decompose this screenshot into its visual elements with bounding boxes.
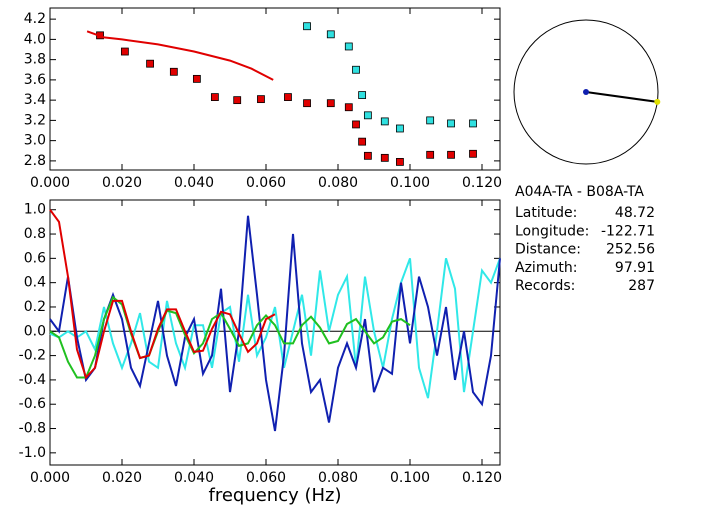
x-tick-label: 0.120 (462, 175, 502, 191)
y-tick-label: 4.2 (24, 11, 46, 27)
y-tick-label: 4.0 (24, 31, 46, 47)
station-pair: A04A-TA - B08A-TA (515, 184, 644, 200)
marker (352, 120, 360, 129)
marker (380, 117, 389, 126)
y-tick-label: 0.4 (24, 275, 46, 291)
marker (358, 91, 367, 99)
x-tick-label: 0.040 (174, 175, 214, 191)
x-tick-label: 0.080 (318, 470, 358, 486)
marker (146, 59, 154, 68)
marker (326, 30, 335, 39)
top-plot-frame (49, 7, 501, 171)
x-tick-label: 0.000 (30, 175, 70, 191)
info-label: Latitude: (515, 205, 577, 221)
marker (326, 99, 335, 108)
y-tick-label: -0.6 (19, 396, 46, 412)
marker (169, 67, 178, 76)
x-tick-label: 0.020 (102, 175, 142, 191)
y-tick-label: 3.2 (24, 112, 46, 128)
x-tick-label: 0.100 (390, 470, 430, 486)
azimuth-line (585, 91, 658, 103)
marker (447, 150, 455, 159)
y-tick-label: -0.4 (19, 372, 46, 388)
marker (257, 95, 265, 104)
y-tick-label: 0.8 (24, 226, 46, 242)
y-tick-label: 3.6 (24, 72, 46, 88)
marker (426, 116, 435, 125)
marker (358, 137, 367, 146)
x-axis-label: frequency (Hz) (208, 485, 341, 506)
x-tick-label: 0.060 (246, 470, 286, 486)
info-value: -122.71 (601, 223, 655, 239)
y-tick-label: 2.8 (24, 153, 46, 169)
marker (396, 157, 404, 166)
marker (344, 42, 353, 51)
y-tick-label: -1.0 (19, 445, 46, 461)
y-tick-label: 0.6 (24, 250, 46, 266)
info-label: Longitude: (515, 223, 589, 239)
x-tick-label: 0.040 (174, 470, 214, 486)
info-label: Azimuth: (515, 260, 577, 276)
marker (284, 93, 292, 101)
marker (303, 22, 311, 31)
x-tick-label: 0.080 (318, 175, 358, 191)
y-tick-label: 3.8 (24, 52, 46, 68)
y-tick-label: 3.0 (24, 133, 46, 149)
marker (352, 65, 360, 74)
marker (344, 103, 353, 112)
info-value: 97.91 (615, 260, 655, 276)
marker (447, 119, 455, 128)
marker (120, 47, 129, 56)
marker (396, 124, 404, 133)
x-tick-label: 0.060 (246, 175, 286, 191)
x-tick-label: 0.020 (102, 470, 142, 486)
marker (233, 96, 242, 105)
y-tick-label: 1.0 (24, 202, 46, 218)
info-value: 252.56 (606, 242, 655, 258)
info-label: Records: (515, 278, 575, 294)
marker (303, 99, 311, 108)
series-line (49, 215, 501, 432)
info-value: 287 (628, 278, 655, 294)
y-tick-label: -0.8 (19, 421, 46, 437)
x-tick-label: 0.100 (390, 175, 430, 191)
marker (210, 93, 219, 101)
marker (426, 150, 435, 159)
y-tick-label: 3.4 (24, 92, 46, 108)
marker (363, 111, 372, 120)
marker (380, 153, 389, 162)
marker (192, 74, 201, 83)
marker (363, 151, 372, 160)
marker (469, 149, 477, 158)
fit-line (86, 30, 274, 81)
x-tick-label: 0.120 (462, 470, 502, 486)
series-line (49, 209, 276, 380)
y-tick-label: 0.0 (24, 323, 46, 339)
info-value: 48.72 (615, 205, 655, 221)
station-b (654, 98, 661, 105)
x-tick-label: 0.000 (30, 470, 70, 486)
station-a (583, 89, 589, 95)
series-line (49, 257, 501, 399)
info-label: Distance: (515, 242, 581, 258)
marker (469, 119, 477, 128)
azimuth-circle (513, 19, 659, 165)
series-line (49, 295, 411, 379)
y-tick-label: 0.2 (24, 299, 46, 315)
y-tick-label: -0.2 (19, 348, 46, 364)
